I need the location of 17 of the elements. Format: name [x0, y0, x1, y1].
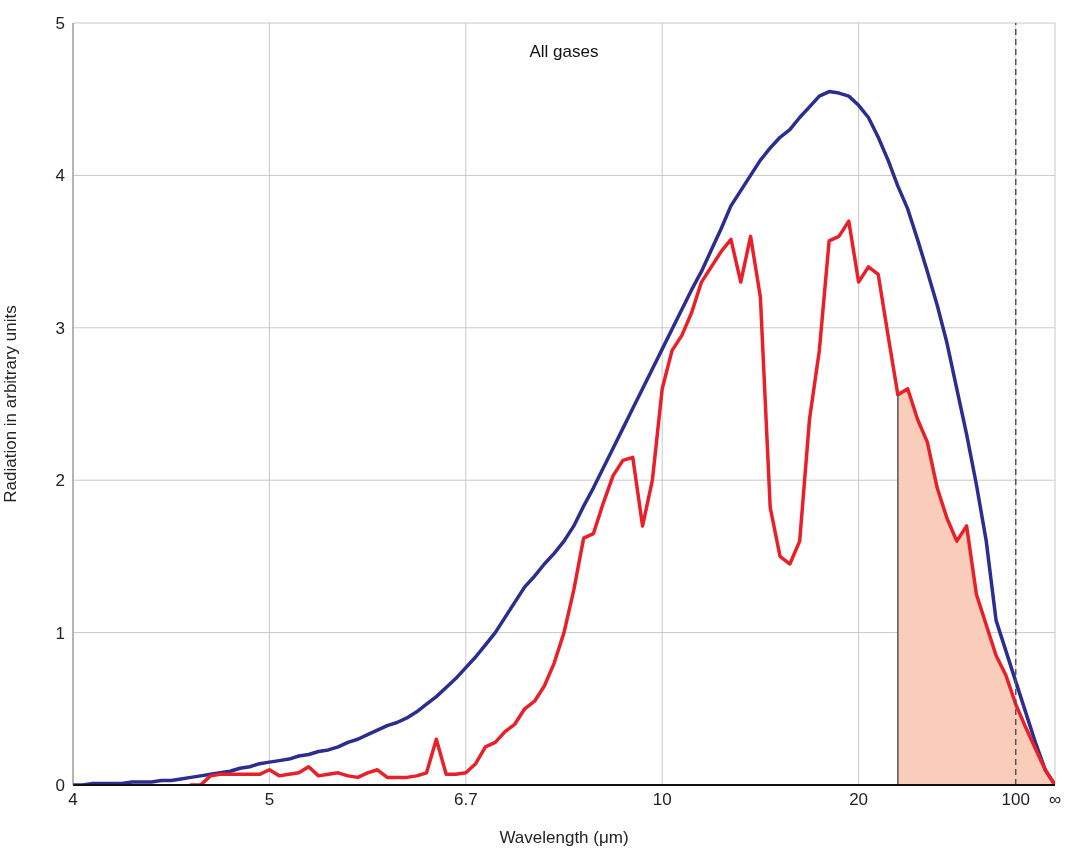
x-tick-label: 5 [264, 790, 275, 810]
y-tick-label: 1 [55, 623, 65, 643]
y-tick-label: 0 [55, 776, 65, 796]
y-tick-label: 3 [55, 318, 65, 338]
x-tick-label: 4 [68, 790, 78, 810]
x-tick-label: 10 [652, 790, 672, 810]
y-tick-label: 4 [55, 166, 65, 186]
line-series [189, 219, 1055, 785]
y-axis-title: Radiation in arbitrary units [1, 305, 21, 503]
x-tick-label: 20 [849, 790, 869, 810]
x-tick-label: ∞ [1048, 790, 1062, 810]
x-axis-title: Wavelength (μm) [499, 828, 629, 847]
y-tick-label: 2 [55, 471, 65, 491]
x-tick-label: 100 [1001, 790, 1030, 810]
x-tick-label: 6.7 [453, 790, 478, 810]
y-tick-label: 5 [55, 14, 65, 34]
text: All gases [529, 42, 599, 61]
